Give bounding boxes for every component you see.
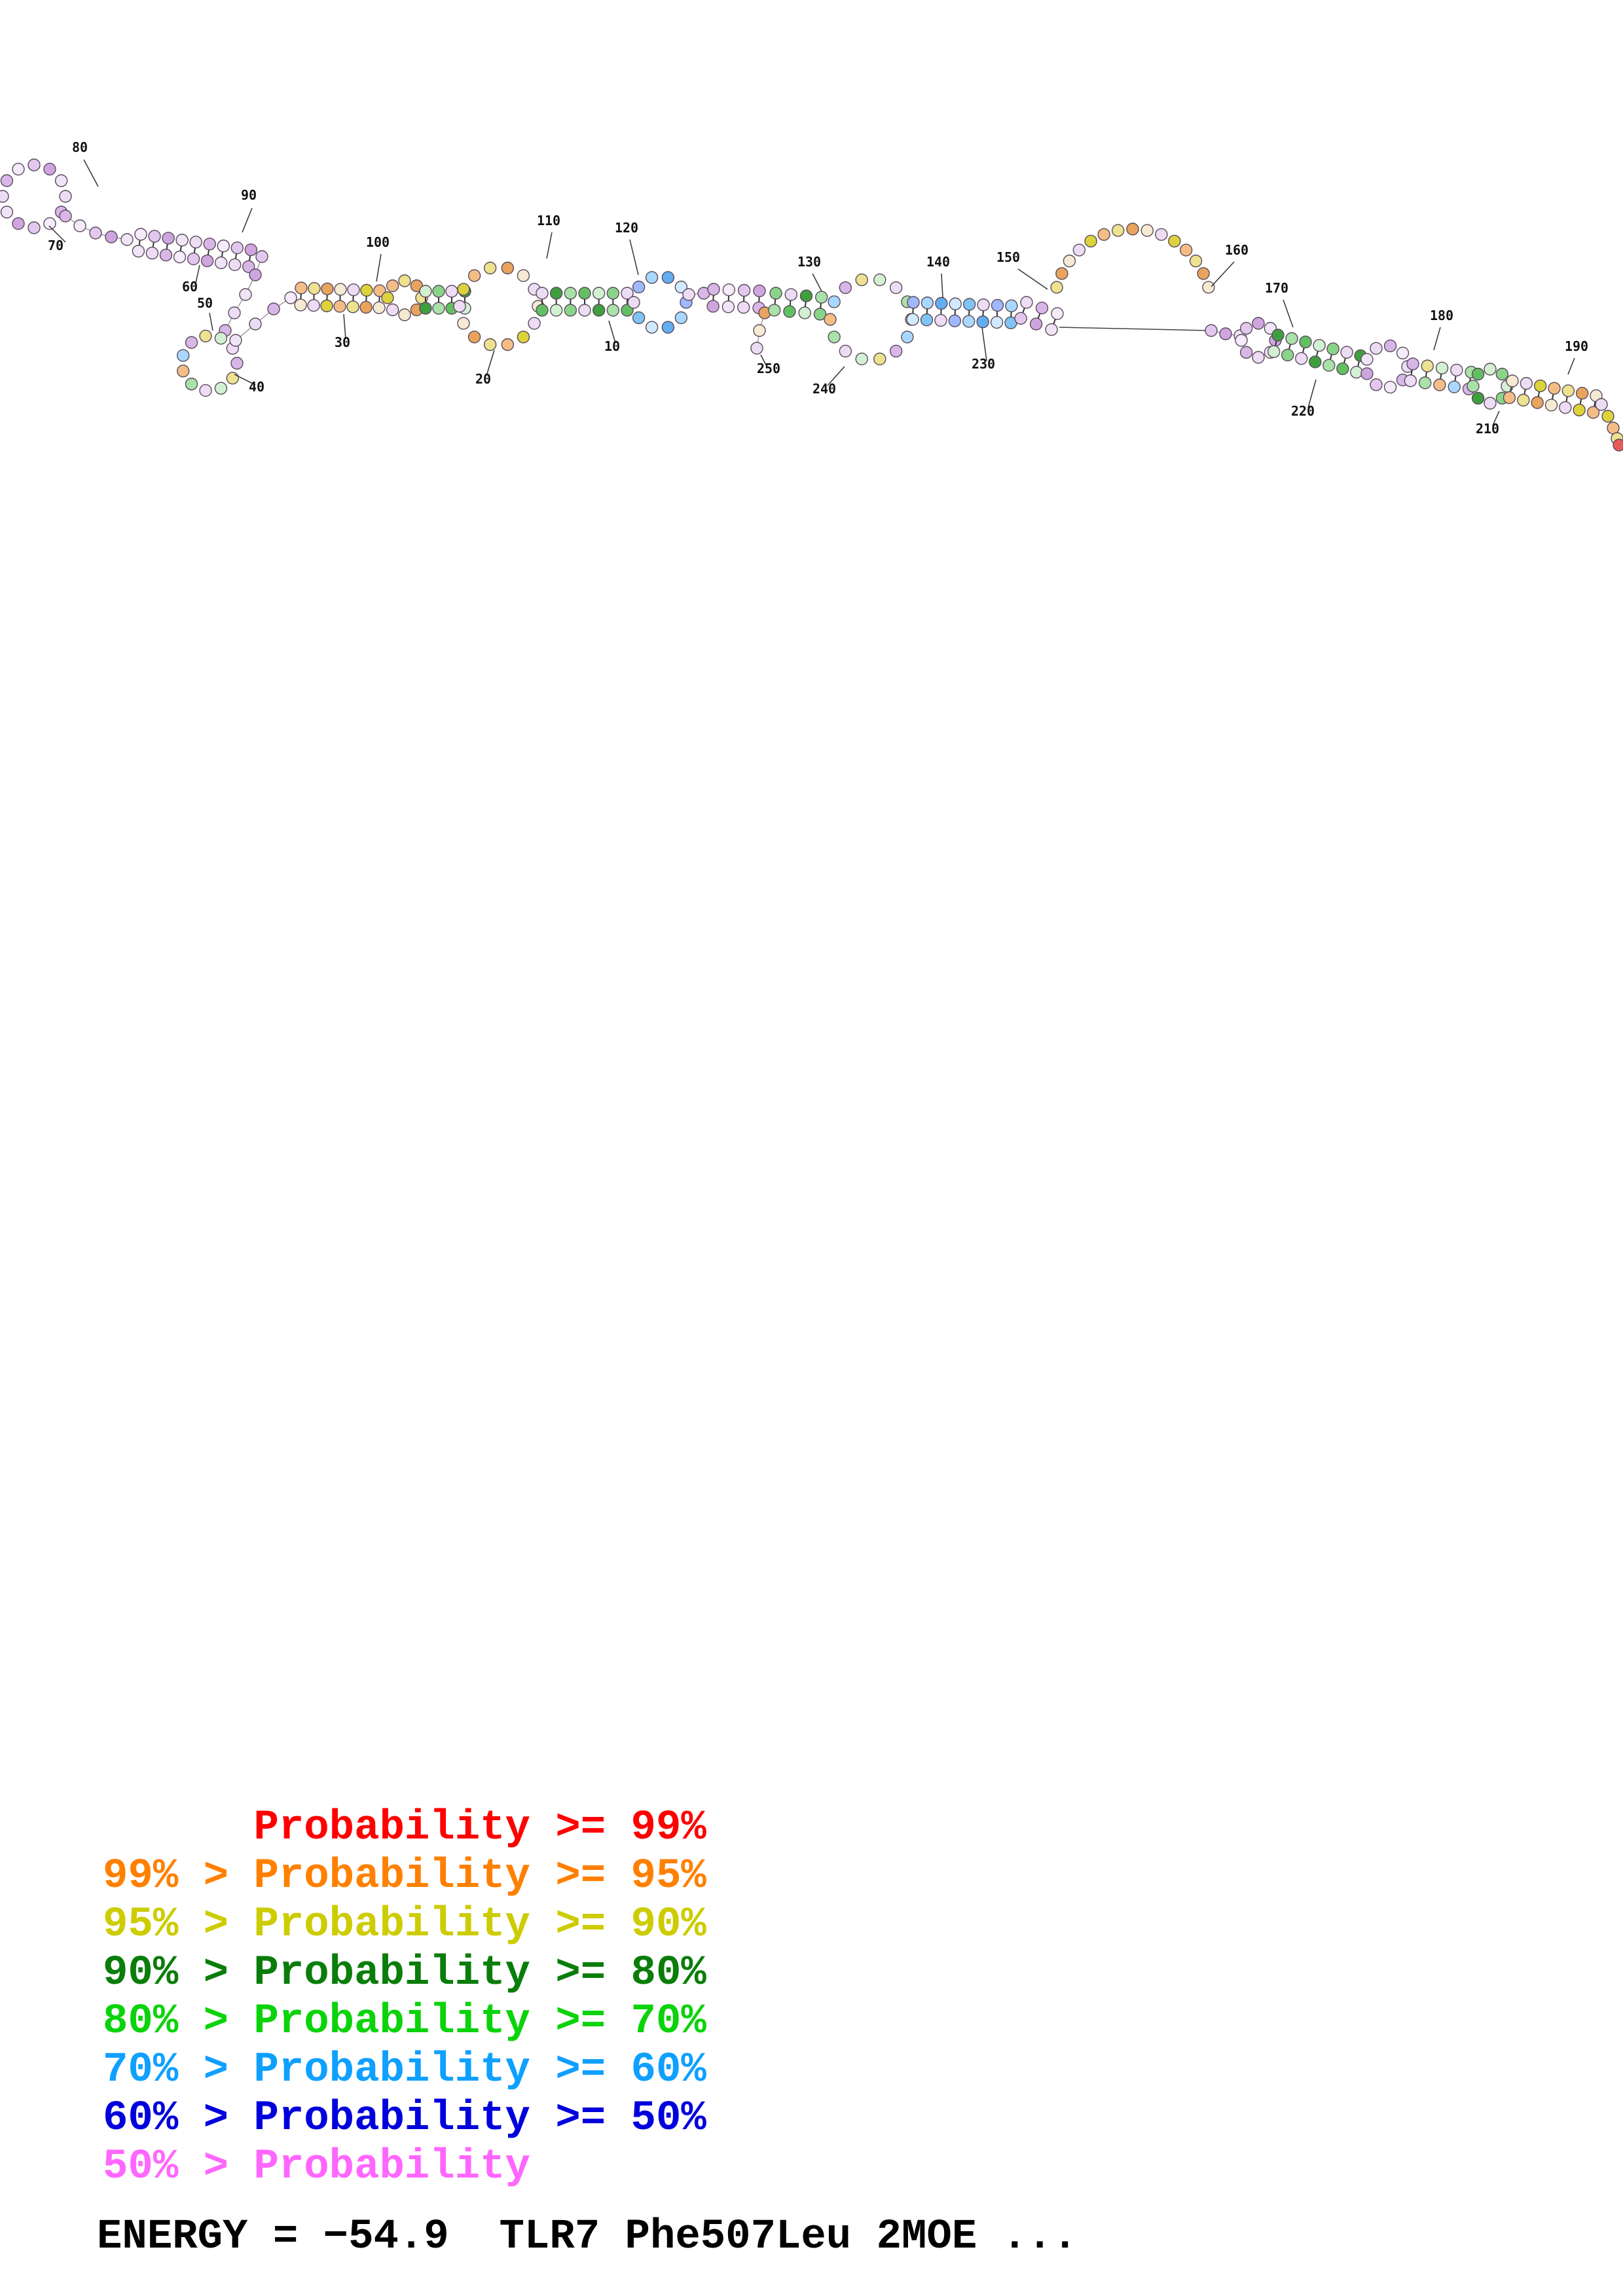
nt-number-label: 90 xyxy=(241,187,257,203)
nt-number-label: 250 xyxy=(757,361,780,376)
legend-line: 60% > Probability >= 50% xyxy=(103,2095,706,2142)
nt-number-label: 180 xyxy=(1430,308,1453,323)
nt-number-label: 150 xyxy=(996,249,1020,265)
nt-number-label: 20 xyxy=(475,371,491,387)
legend-line: 95% > Probability >= 90% xyxy=(103,1901,706,1948)
nt-number-label: 60 xyxy=(182,279,198,295)
legend-line: Probability >= 99% xyxy=(103,1804,706,1852)
nt-number-label: 110 xyxy=(537,213,560,228)
legend-line: 70% > Probability >= 60% xyxy=(103,2047,706,2094)
nt-number-label: 220 xyxy=(1291,403,1315,419)
nt-number-label: 50 xyxy=(197,295,213,311)
nt-number-label: 210 xyxy=(1476,421,1499,437)
probability-legend: Probability >= 99% 99% > Probability >= 9… xyxy=(103,1804,706,2191)
nt-number-label: 170 xyxy=(1265,280,1288,296)
nt-number-label: 100 xyxy=(366,234,390,250)
energy-text: ENERGY = −54.9 TLR7 Phe507Leu 2MOE ... xyxy=(97,2214,1078,2261)
nt-number-label: 120 xyxy=(615,220,638,236)
nt-number-label: 160 xyxy=(1225,242,1249,258)
nt-number-label: 140 xyxy=(926,254,950,270)
legend-line: 50% > Probability xyxy=(103,2144,530,2191)
nt-number-label: 240 xyxy=(812,381,836,397)
legend-line: 99% > Probability >= 95% xyxy=(103,1853,706,1900)
legend-line: 80% > Probability >= 70% xyxy=(103,1998,706,2045)
nt-number-label: 10 xyxy=(604,338,620,354)
nt-number-label: 70 xyxy=(48,238,64,253)
nt-number-label: 30 xyxy=(335,334,350,350)
nt-number-label: 80 xyxy=(72,139,88,155)
nt-number-label: 230 xyxy=(972,356,995,372)
nt-number-label: 40 xyxy=(249,379,264,395)
legend-line: 90% > Probability >= 80% xyxy=(103,1950,706,1997)
nt-number-label: 190 xyxy=(1565,338,1588,354)
nt-number-label: 130 xyxy=(797,254,821,270)
